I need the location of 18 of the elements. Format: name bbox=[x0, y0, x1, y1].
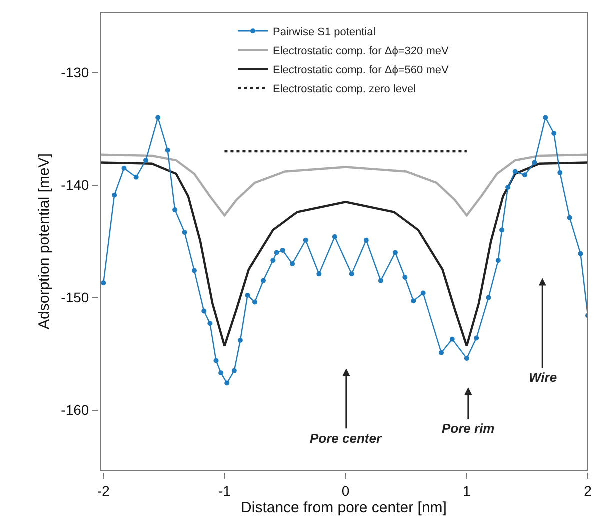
x-axis-title: Distance from pore center [nm] bbox=[241, 499, 447, 516]
legend-label: Electrostatic comp. zero level bbox=[273, 83, 416, 96]
y-tick-label: -160 bbox=[61, 402, 90, 418]
legend-label: Pairwise S1 potential bbox=[273, 26, 376, 38]
x-tick-label: 1 bbox=[463, 482, 472, 499]
legend-label: Electrostatic comp. for Δϕ=560 meV bbox=[273, 64, 450, 76]
y-tick-label: -130 bbox=[61, 64, 90, 81]
y-axis-title: Adsorption potential [meV] bbox=[36, 154, 53, 330]
annotation: Wire bbox=[529, 370, 558, 385]
annotation: Pore center bbox=[310, 431, 382, 446]
legend-label: Electrostatic comp. for Δϕ=320 meV bbox=[273, 45, 450, 58]
y-tick-label: -140 bbox=[61, 177, 90, 194]
x-tick-label: -2 bbox=[97, 482, 110, 499]
x-tick-label: 2 bbox=[584, 482, 592, 499]
x-tick-label: 0 bbox=[342, 482, 350, 499]
x-tick-label: -1 bbox=[218, 482, 232, 499]
y-tick-label: -150 bbox=[61, 290, 90, 306]
annotation: Pore rim bbox=[442, 421, 496, 436]
